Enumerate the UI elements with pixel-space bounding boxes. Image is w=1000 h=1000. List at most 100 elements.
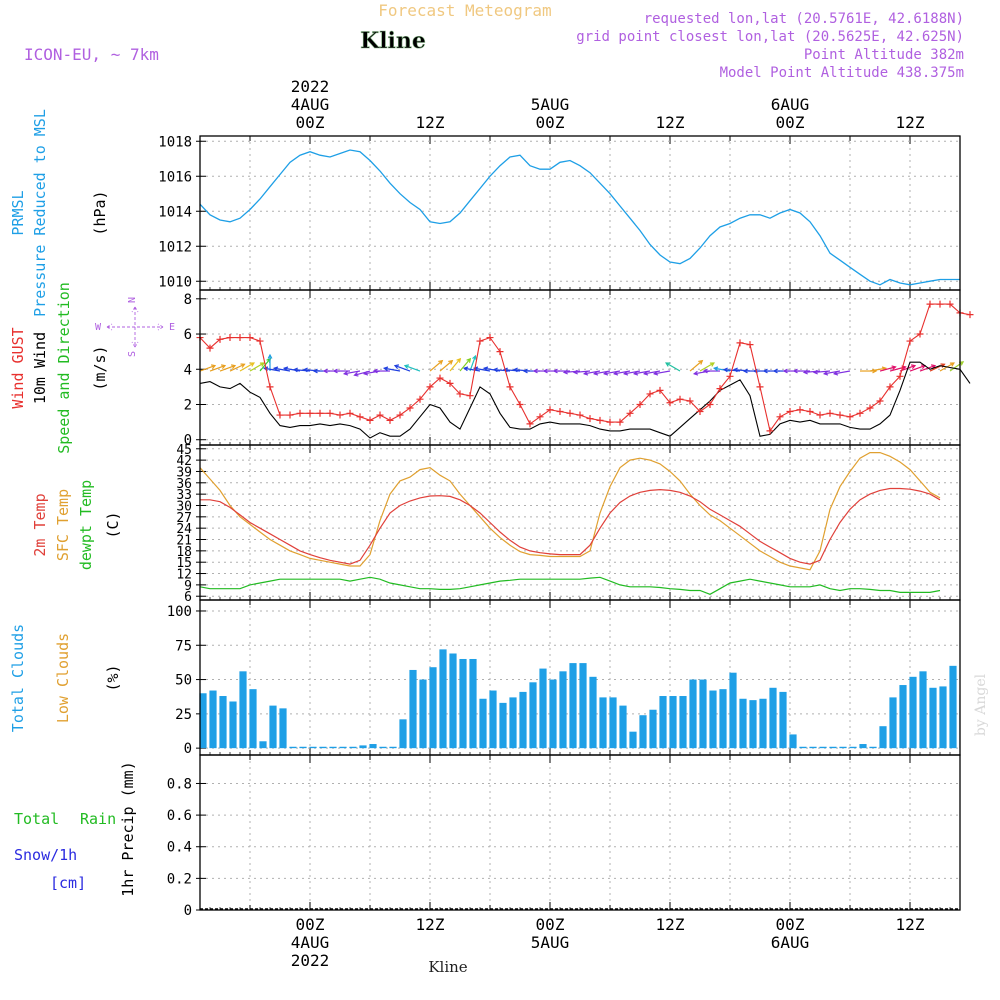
compass-east: E bbox=[169, 322, 175, 333]
wind-arrow bbox=[344, 370, 361, 375]
wind-arrow-head bbox=[772, 368, 778, 374]
cloud-bar bbox=[449, 653, 457, 749]
y-tick-label: 6 bbox=[184, 590, 192, 605]
y-tick-label: 0.4 bbox=[167, 840, 192, 856]
wind-arrow-head bbox=[353, 371, 359, 377]
y-tick-label: 8 bbox=[184, 292, 192, 308]
cloud-bar bbox=[889, 697, 897, 749]
cloud-bar bbox=[429, 667, 437, 749]
gust-marker bbox=[626, 409, 634, 417]
gust-marker bbox=[966, 311, 974, 319]
wind-arrow-head bbox=[592, 370, 599, 376]
wind-arrow-head bbox=[438, 359, 444, 365]
cloud-bar bbox=[879, 726, 887, 749]
wind-arrow-head bbox=[612, 370, 619, 376]
wind-arrow-head bbox=[802, 369, 808, 375]
wind-arrow-head bbox=[393, 364, 400, 369]
top-time-label: 2022 bbox=[291, 77, 330, 96]
y-tick-label: 100 bbox=[167, 604, 192, 620]
gust-marker bbox=[606, 418, 614, 426]
cloud-bar bbox=[679, 696, 687, 749]
panel-frame bbox=[199, 135, 961, 291]
footer-location: Kline bbox=[428, 958, 467, 976]
wind-arrow-head bbox=[949, 362, 955, 367]
cloud-bar bbox=[939, 686, 947, 749]
gust-marker bbox=[306, 409, 314, 417]
cloud-bar bbox=[949, 665, 957, 749]
wind-direction-arrows bbox=[199, 353, 965, 377]
gust-marker bbox=[736, 339, 744, 347]
wind-arrow bbox=[429, 360, 443, 372]
wind-arrow bbox=[665, 362, 681, 372]
ylabel-prmsl: PRMSL bbox=[9, 190, 27, 235]
wind-arrow-head bbox=[466, 357, 472, 363]
cloud-bar bbox=[799, 746, 807, 749]
y-tick-label: 0 bbox=[184, 903, 192, 919]
wind-arrow-head bbox=[282, 366, 289, 372]
gust-marker bbox=[516, 400, 524, 408]
wind-arrow bbox=[919, 364, 936, 372]
cloud-bar bbox=[859, 744, 867, 749]
gust-marker bbox=[266, 383, 274, 391]
bottom-time-label: 12Z bbox=[896, 915, 925, 934]
cloud-bar bbox=[439, 649, 447, 749]
series-line-dewpt-temp bbox=[199, 576, 941, 595]
ylabel-dewpt-temp: dewpt Temp bbox=[77, 480, 95, 570]
top-time-label: 00Z bbox=[776, 113, 805, 132]
ylabel-hpa: (hPa) bbox=[91, 190, 109, 235]
cloud-bar bbox=[919, 671, 927, 749]
cloud-bar bbox=[519, 691, 527, 749]
bottom-time-label: 12Z bbox=[656, 915, 685, 934]
y-tick-label: 27 bbox=[176, 511, 192, 526]
wind-arrow-head bbox=[292, 367, 298, 373]
cloud-bar bbox=[539, 668, 547, 749]
cloud-bar bbox=[469, 658, 477, 749]
gust-marker bbox=[436, 374, 444, 382]
gust-marker bbox=[246, 334, 254, 342]
compass-rose-icon bbox=[106, 306, 164, 348]
y-tick-label: 2 bbox=[184, 397, 192, 413]
wind-arrow-head bbox=[382, 366, 389, 372]
wind-arrow bbox=[439, 360, 453, 372]
meteogram-title: Forecast Meteogram bbox=[378, 1, 551, 20]
gust-marker bbox=[896, 372, 904, 380]
gust-marker bbox=[296, 409, 304, 417]
compass-north: N bbox=[127, 297, 138, 303]
bottom-time-label: 2022 bbox=[291, 951, 330, 970]
wind-arrow-head bbox=[782, 368, 788, 374]
cloud-bar bbox=[749, 700, 757, 749]
wind-arrow bbox=[949, 361, 964, 372]
y-tick-label: 0.8 bbox=[167, 776, 192, 792]
wind-arrow-head bbox=[572, 369, 578, 375]
cloud-bar bbox=[379, 746, 387, 749]
wind-arrow-head bbox=[542, 368, 548, 374]
cloud-bar bbox=[899, 685, 907, 749]
cloud-bar bbox=[869, 746, 877, 749]
wind-arrow-head bbox=[702, 368, 708, 374]
y-tick-label: 21 bbox=[176, 534, 192, 549]
gust-marker bbox=[336, 411, 344, 419]
legend-total: Total bbox=[14, 810, 59, 828]
y-tick-label: 50 bbox=[175, 673, 192, 689]
wind-arrow-head bbox=[722, 367, 728, 373]
gust-marker bbox=[486, 334, 494, 342]
wind-arrow-head bbox=[230, 364, 237, 369]
wind-arrow-head bbox=[302, 367, 308, 373]
wind-arrow-head bbox=[812, 369, 818, 375]
series-line-prmsl bbox=[199, 149, 960, 286]
gust-marker bbox=[416, 395, 424, 403]
wind-arrow bbox=[209, 364, 226, 372]
wind-arrow-head bbox=[259, 362, 265, 367]
cloud-bar bbox=[849, 746, 857, 749]
wind-arrow-head bbox=[602, 370, 609, 376]
wind-arrow-head bbox=[462, 366, 469, 372]
ylabel-10m-wind: 10m Wind bbox=[31, 332, 49, 404]
gust-marker bbox=[886, 383, 894, 391]
gust-marker bbox=[586, 415, 594, 423]
gust-marker bbox=[316, 409, 324, 417]
gust-marker bbox=[616, 418, 624, 426]
cloud-bar bbox=[339, 746, 347, 749]
y-tick-label: 30 bbox=[176, 499, 192, 514]
wind-arrow bbox=[404, 364, 421, 372]
